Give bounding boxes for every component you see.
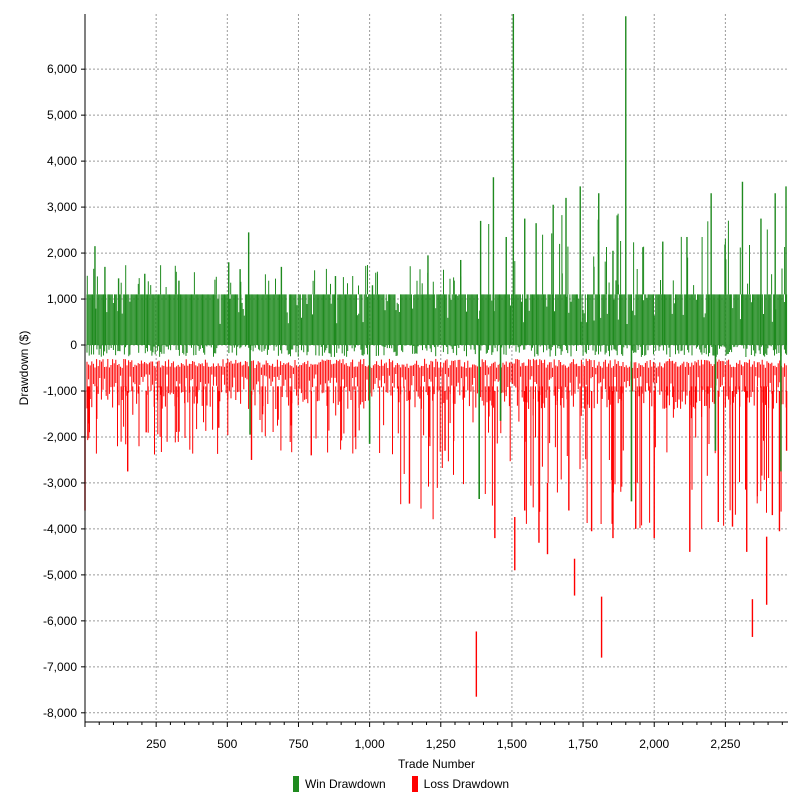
win-swatch-icon bbox=[292, 776, 299, 792]
legend-label-loss: Loss Drawdown bbox=[423, 777, 510, 791]
x-axis-title: Trade Number bbox=[398, 757, 475, 770]
y-tick-label: 0 bbox=[70, 338, 77, 352]
legend-item-win: Win Drawdown bbox=[292, 776, 386, 792]
y-tick-label: -3,000 bbox=[43, 476, 77, 490]
y-tick-label: -6,000 bbox=[43, 614, 77, 628]
y-tick-label: 3,000 bbox=[47, 200, 77, 214]
y-tick-label: -5,000 bbox=[43, 568, 77, 582]
y-tick-label: -7,000 bbox=[43, 660, 77, 674]
y-tick-label: -8,000 bbox=[43, 706, 77, 720]
legend-label-win: Win Drawdown bbox=[304, 777, 386, 791]
axis-layer: -8,000 -7,000 -6,000 -5,000 -4,000 -3,000 -2,0… bbox=[43, 14, 788, 751]
x-tick-label: 1,000 bbox=[355, 737, 385, 751]
y-tick-label: -1,000 bbox=[43, 384, 77, 398]
y-tick-label: 1,000 bbox=[47, 292, 77, 306]
legend: Win Drawdown Loss Drawdown bbox=[0, 772, 802, 796]
y-tick-label: 2,000 bbox=[47, 246, 77, 260]
loss-swatch-icon bbox=[411, 776, 418, 792]
x-tick-label: 1,500 bbox=[497, 737, 527, 751]
plot-area: -8,000 -7,000 -6,000 -5,000 -4,000 -3,000 -2,0… bbox=[17, 14, 788, 770]
x-tick-label: 2,000 bbox=[639, 737, 669, 751]
x-tick-label: 1,750 bbox=[568, 737, 598, 751]
legend-item-loss: Loss Drawdown bbox=[411, 776, 510, 792]
y-tick-label: -4,000 bbox=[43, 522, 77, 536]
x-tick-label: 2,250 bbox=[710, 737, 740, 751]
y-tick-label: 6,000 bbox=[47, 62, 77, 76]
x-tick-label: 500 bbox=[217, 737, 237, 751]
y-tick-label: 5,000 bbox=[47, 108, 77, 122]
y-axis-title: Drawdown ($) bbox=[17, 331, 31, 406]
y-tick-label: -2,000 bbox=[43, 430, 77, 444]
bars-layer bbox=[84, 14, 788, 697]
y-tick-label: 4,000 bbox=[47, 154, 77, 168]
x-tick-label: 1,250 bbox=[426, 737, 456, 751]
x-tick-label: 250 bbox=[146, 737, 166, 751]
x-tick-label: 750 bbox=[288, 737, 308, 751]
